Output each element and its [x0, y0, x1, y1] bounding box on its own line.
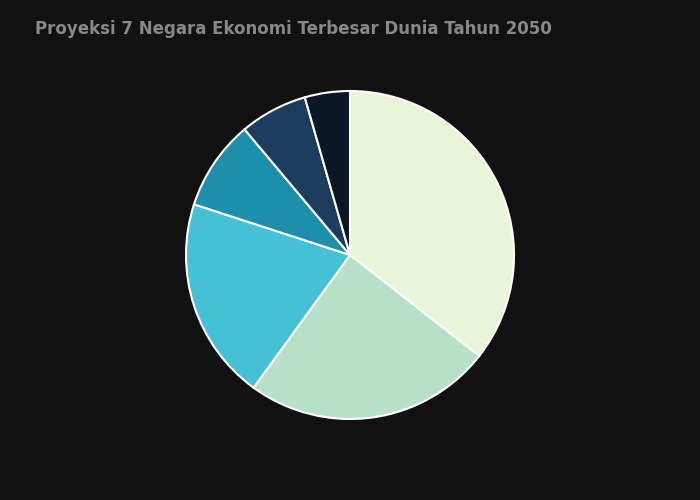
Wedge shape [253, 255, 480, 419]
Wedge shape [304, 91, 350, 255]
Text: Proyeksi 7 Negara Ekonomi Terbesar Dunia Tahun 2050: Proyeksi 7 Negara Ekonomi Terbesar Dunia… [35, 20, 552, 38]
Wedge shape [244, 98, 350, 255]
Wedge shape [194, 130, 350, 255]
Wedge shape [350, 91, 514, 356]
Wedge shape [186, 204, 350, 388]
